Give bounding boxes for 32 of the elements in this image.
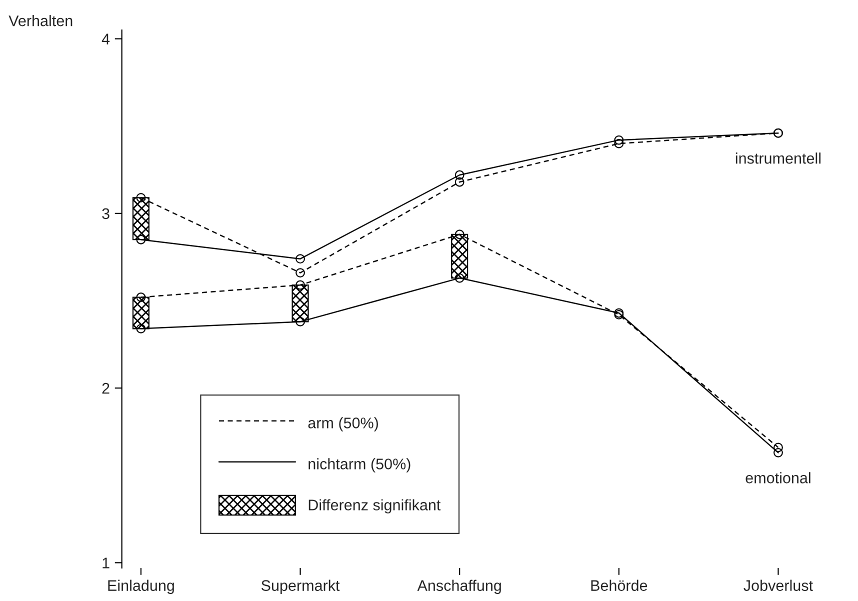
point	[296, 316, 305, 326]
point	[136, 324, 146, 334]
annotation: emotional	[746, 472, 810, 484]
y-axis-title: Verhalten	[8, 15, 72, 26]
point	[454, 230, 464, 240]
point	[454, 273, 464, 283]
point	[454, 177, 464, 187]
point	[296, 268, 305, 278]
point	[136, 234, 146, 244]
point	[773, 442, 783, 452]
bar	[292, 284, 309, 322]
legend-label: Differenz signifikant	[308, 499, 441, 514]
y-tick-label: 1	[102, 558, 110, 568]
point	[296, 254, 305, 264]
x-tick-label: Behörde	[591, 580, 648, 591]
point	[296, 280, 305, 290]
y-tick-label: 3	[102, 208, 110, 220]
point	[136, 192, 146, 202]
legend-label: nichtarm (50%)	[308, 458, 410, 472]
point	[614, 135, 624, 145]
legend-label: arm (50%)	[308, 417, 378, 432]
x-tick-label: Supermarkt	[261, 580, 340, 594]
point	[773, 448, 783, 458]
y-tick-label: 2	[102, 382, 110, 394]
x-tick-label: Anschaffung	[417, 580, 501, 594]
point	[454, 170, 464, 180]
point	[136, 292, 146, 302]
y-tick-label: 4	[102, 34, 110, 44]
annotation: instrumentell	[736, 152, 820, 164]
x-tick-label: Einladung	[108, 580, 174, 594]
point	[614, 138, 624, 148]
x-tick-label: Jobverlust	[744, 580, 813, 591]
